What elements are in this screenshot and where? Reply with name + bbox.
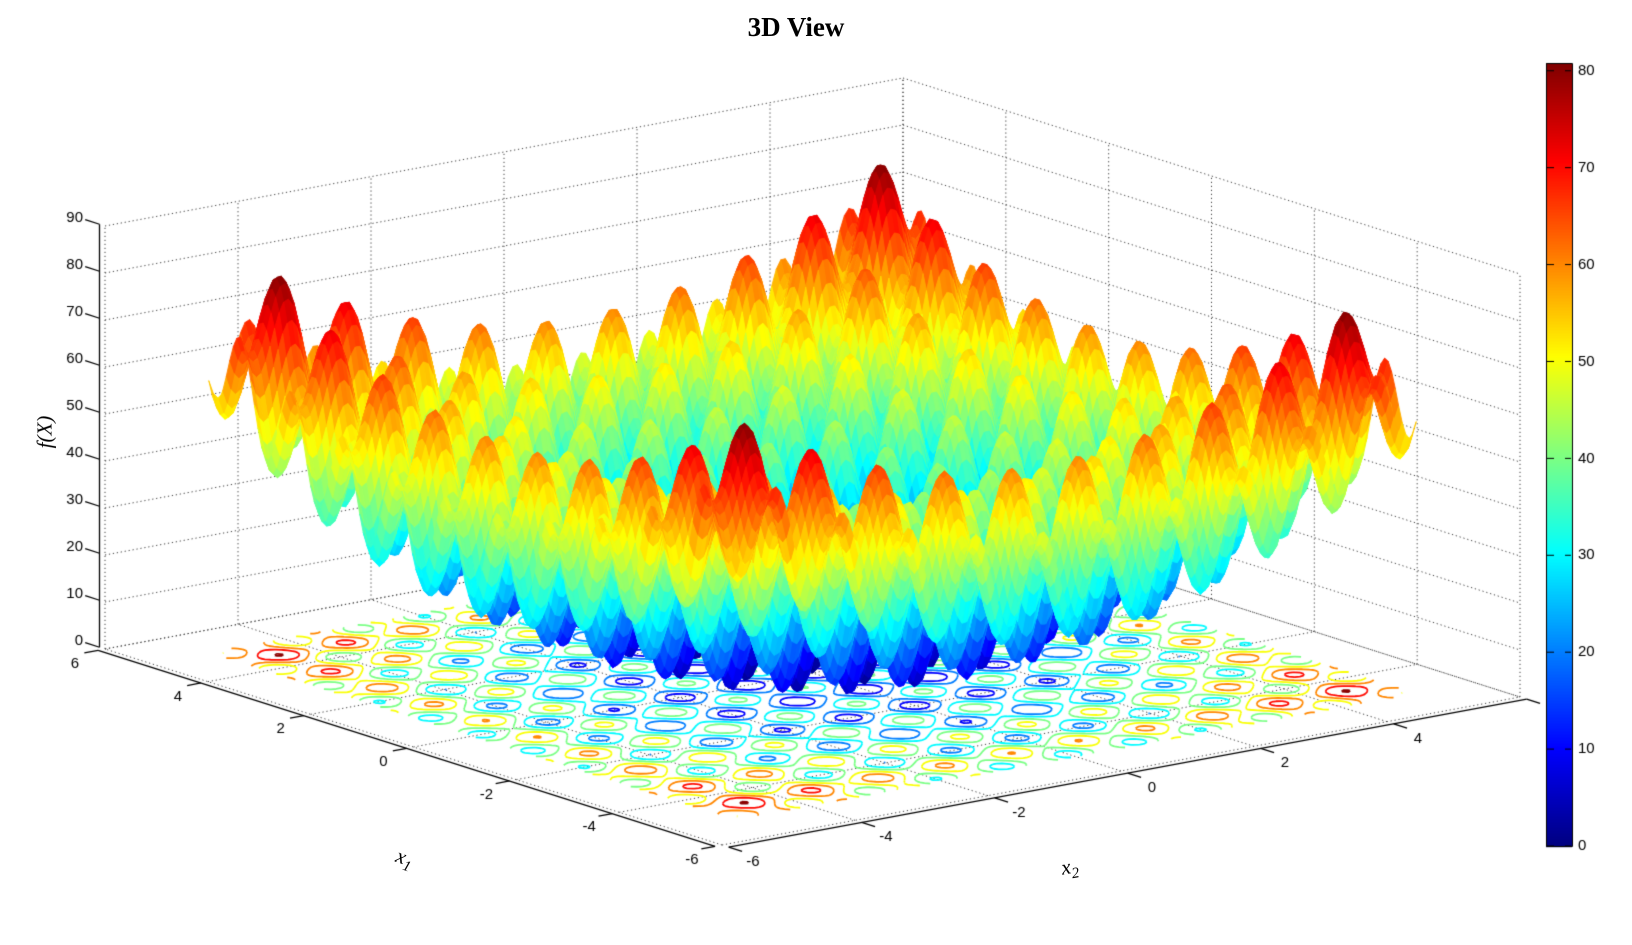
chart-title: 3D View xyxy=(747,12,845,42)
z-axis-label: f(X) xyxy=(32,415,57,449)
